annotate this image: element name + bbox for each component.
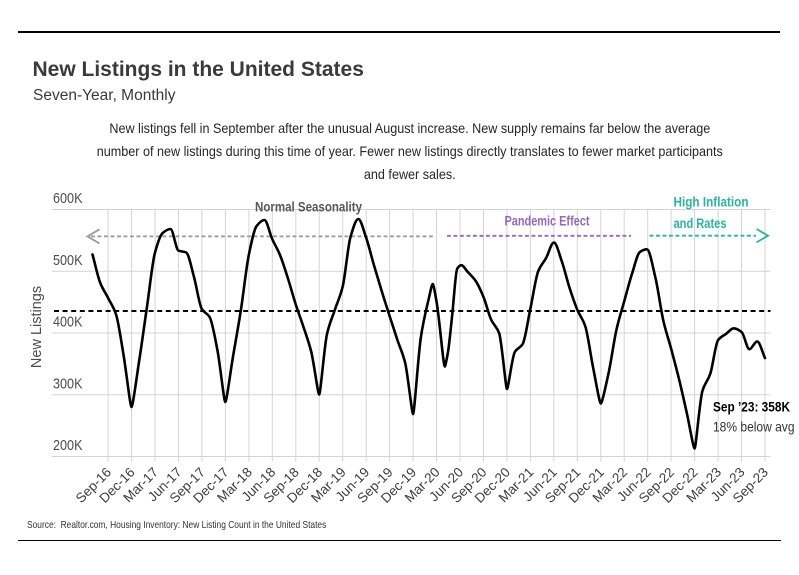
svg-text:High Inflation: High Inflation: [674, 194, 749, 209]
svg-text:600K: 600K: [53, 190, 83, 207]
svg-text:200K: 200K: [53, 437, 83, 454]
svg-text:300K: 300K: [53, 375, 83, 392]
svg-text:Pandemic Effect: Pandemic Effect: [505, 214, 590, 229]
svg-text:18% below avg: 18% below avg: [713, 419, 795, 435]
svg-text:400K: 400K: [53, 314, 83, 331]
svg-text:500K: 500K: [53, 252, 83, 269]
svg-text:New Listings: New Listings: [29, 286, 45, 368]
svg-text:Sep ’23: 358K: Sep ’23: 358K: [713, 398, 790, 414]
svg-text:and Rates: and Rates: [674, 216, 727, 231]
svg-text:Normal Seasonality: Normal Seasonality: [255, 200, 362, 215]
